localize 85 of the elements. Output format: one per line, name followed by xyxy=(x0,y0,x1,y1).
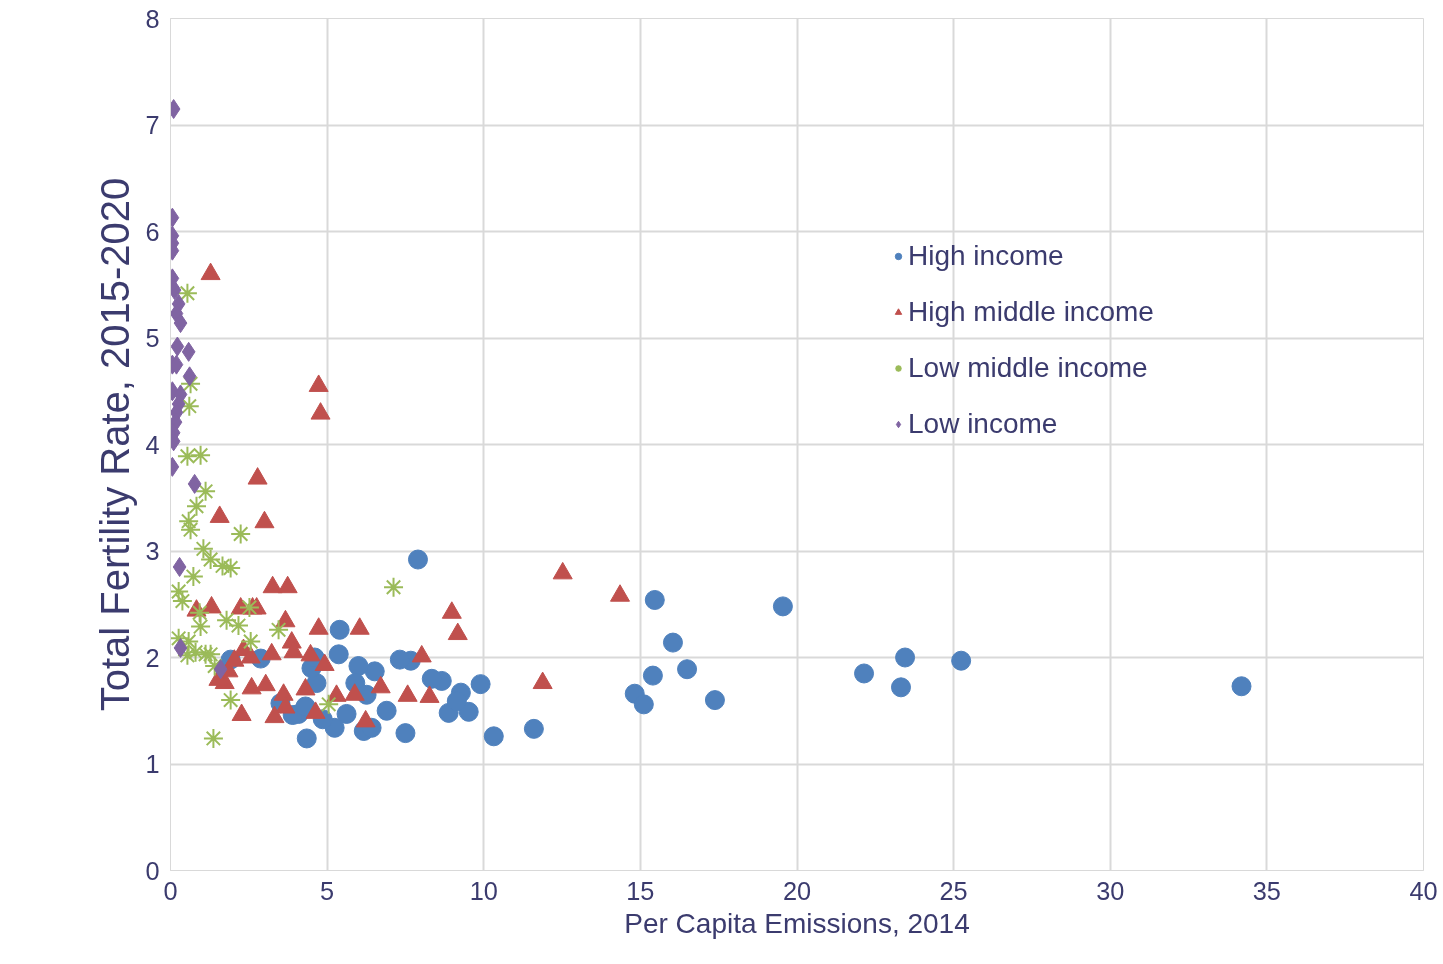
x-tick-label: 40 xyxy=(1409,876,1438,905)
point xyxy=(644,590,665,610)
point xyxy=(470,674,491,695)
point xyxy=(891,677,911,698)
y-tick-label: 8 xyxy=(145,4,160,33)
point xyxy=(704,690,725,711)
point xyxy=(421,668,442,689)
point xyxy=(446,691,467,712)
point xyxy=(268,619,290,641)
y-tick-label: 1 xyxy=(145,750,160,778)
point xyxy=(1231,676,1252,697)
point xyxy=(483,726,504,747)
point xyxy=(376,700,397,721)
x-axis-title: Per Capita Emissions, 2014 xyxy=(624,907,970,939)
point xyxy=(220,689,242,711)
point xyxy=(170,580,190,602)
x-tick-label: 25 xyxy=(939,876,968,905)
point xyxy=(213,659,228,680)
point xyxy=(230,523,252,545)
point xyxy=(200,549,222,571)
point xyxy=(192,538,214,560)
point xyxy=(216,609,238,631)
point xyxy=(220,557,242,579)
point xyxy=(240,631,262,653)
point xyxy=(176,445,198,467)
y-tick-label: 0 xyxy=(145,856,160,885)
point xyxy=(190,444,212,466)
point xyxy=(348,656,369,676)
y-tick-label: 3 xyxy=(145,537,160,565)
point xyxy=(329,619,350,640)
point xyxy=(181,341,196,362)
point xyxy=(395,723,416,744)
point xyxy=(389,649,410,670)
point xyxy=(182,366,197,387)
x-tick-label: 30 xyxy=(1096,876,1125,905)
point xyxy=(189,602,211,624)
point xyxy=(180,519,202,541)
point xyxy=(677,659,698,680)
y-tick-label: 6 xyxy=(145,217,160,246)
point xyxy=(173,637,188,658)
point xyxy=(407,549,428,570)
y-tick-label: 7 xyxy=(145,111,160,139)
x-tick-label: 35 xyxy=(1252,876,1281,905)
x-tick-label: 5 xyxy=(320,876,335,905)
point xyxy=(772,596,793,617)
point xyxy=(523,718,544,739)
point xyxy=(633,694,654,715)
legend-label: Low income xyxy=(908,408,1058,440)
point xyxy=(190,616,212,638)
y-axis-title: Total Fertility Rate, 2015-2020 xyxy=(93,177,138,712)
point xyxy=(895,647,916,668)
x-tick-label: 15 xyxy=(626,876,655,905)
point xyxy=(951,650,972,671)
point xyxy=(173,313,188,334)
point xyxy=(296,728,317,749)
point xyxy=(187,473,202,494)
point xyxy=(176,282,198,304)
point xyxy=(170,627,190,649)
point xyxy=(662,632,683,653)
point xyxy=(383,576,405,598)
point xyxy=(318,693,340,715)
point xyxy=(186,495,207,517)
point xyxy=(180,373,202,395)
legend-label: Low middle income xyxy=(908,352,1148,384)
point xyxy=(854,663,875,684)
y-tick-label: 4 xyxy=(145,430,160,459)
point xyxy=(171,590,193,612)
legend-label: High income xyxy=(908,240,1064,272)
x-tick-label: 20 xyxy=(782,876,812,905)
point xyxy=(328,644,349,665)
point xyxy=(202,727,224,749)
point xyxy=(227,615,249,637)
y-tick-label: 5 xyxy=(145,324,160,352)
legend-label: High middle income xyxy=(908,296,1154,328)
point xyxy=(364,661,385,682)
point xyxy=(336,703,357,724)
y-tick-label: 2 xyxy=(145,643,160,672)
point xyxy=(212,555,233,577)
point xyxy=(195,480,217,502)
point xyxy=(182,566,204,588)
x-tick-label: 10 xyxy=(469,876,498,905)
point xyxy=(170,336,185,357)
point xyxy=(642,665,663,686)
x-tick-label: 0 xyxy=(163,876,178,905)
point xyxy=(172,556,187,577)
